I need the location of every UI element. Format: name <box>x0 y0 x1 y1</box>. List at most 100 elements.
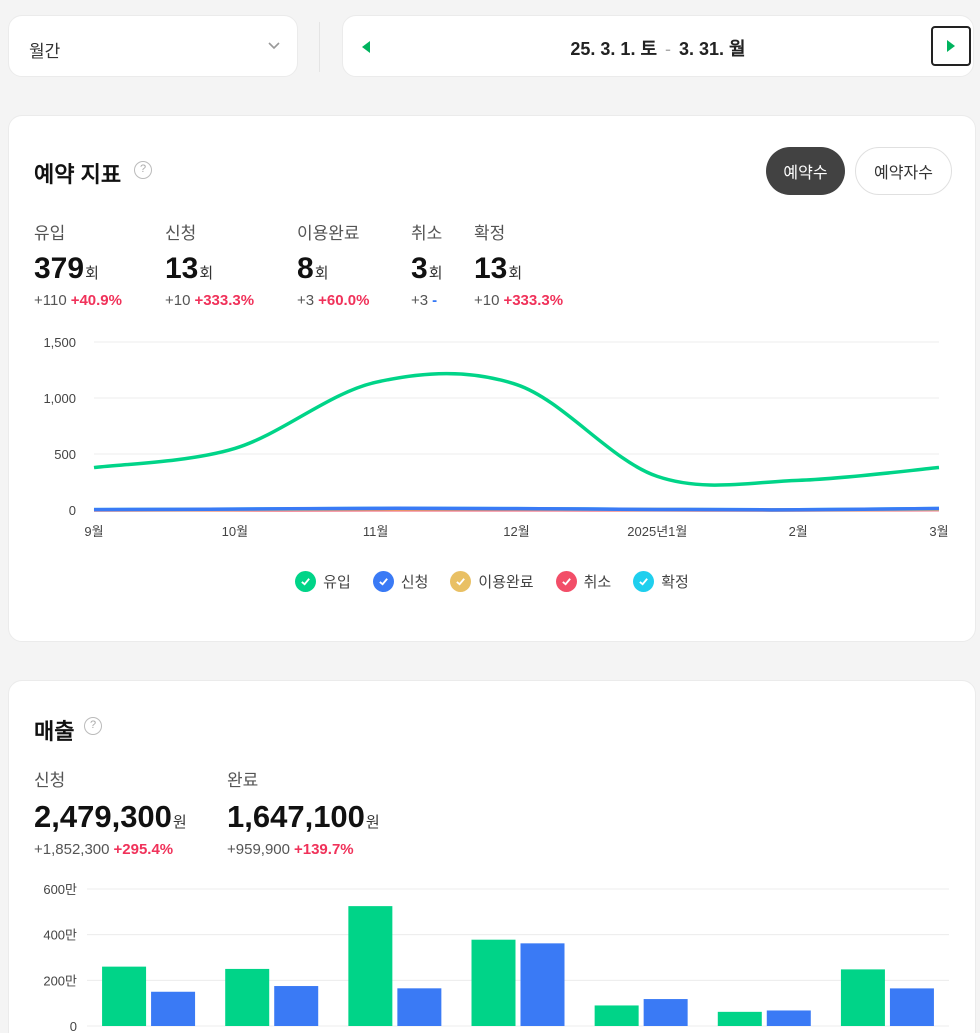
metric-change-pct: +40.9% <box>70 292 122 309</box>
sales-bar-chart: 0200만400만600만9월10월11월12월2025년1월2월3월 <box>43 882 949 1033</box>
legend-item[interactable]: 취소 <box>555 571 612 592</box>
x-tick-label: 3월 <box>929 524 948 539</box>
bar-completed <box>643 999 688 1026</box>
metric-value: 379 <box>34 252 85 285</box>
metric-value: 13 <box>474 252 508 285</box>
metric-unit: 회 <box>199 265 214 282</box>
legend-label: 확정 <box>661 574 689 591</box>
reservation-line-chart: 0 500 1,000 1,500 9월 10월 11월 12월 2025년1월 2월 3월 <box>43 335 948 539</box>
legend-item[interactable]: 신청 <box>372 571 429 592</box>
bar-completed <box>889 988 934 1026</box>
series-line-0 <box>93 371 940 487</box>
metric-change: +1,852,300 <box>34 841 110 858</box>
legend-item[interactable]: 이용완료 <box>450 571 534 592</box>
sales-card: 매출 ? 신청 2,479,300원 +1,852,300 +295.4% 완료 … <box>8 680 976 1033</box>
metric-unit: 원 <box>365 814 380 831</box>
chevron-down-icon <box>267 38 281 57</box>
y-tick-label: 200만 <box>43 973 77 988</box>
next-period-button[interactable] <box>931 26 971 66</box>
metric-change: +3 <box>297 292 315 309</box>
date-range-separator: - <box>665 39 671 59</box>
check-icon <box>555 571 577 592</box>
period-select-label: 월간 <box>29 42 61 61</box>
bar-apply <box>471 939 516 1026</box>
metric-value: 2,479,300 <box>34 799 172 834</box>
date-range-end: 3. 31. 월 <box>679 39 746 59</box>
metric-change: +959,900 <box>227 841 290 858</box>
metric-label: 확정 <box>474 224 506 243</box>
metric-change: +10 <box>165 292 191 309</box>
metric-change: +3 <box>411 292 429 309</box>
y-tick-label: 500 <box>54 447 76 462</box>
date-range-nav: 25. 3. 1. 토 -3. 31. 월 <box>342 15 974 77</box>
metric-label: 이용완료 <box>297 224 360 243</box>
reservation-title: 예약 지표 <box>34 162 122 187</box>
toggle-reservation-count[interactable]: 예약수 <box>766 147 845 195</box>
caret-left-icon <box>362 41 370 53</box>
bar-apply <box>102 966 147 1026</box>
series-line-1 <box>93 506 940 512</box>
metric-unit: 원 <box>172 814 187 831</box>
metric-unit: 회 <box>85 265 99 282</box>
bar-apply <box>840 969 885 1026</box>
bar-completed <box>151 991 196 1026</box>
check-icon <box>450 571 472 592</box>
x-tick-label: 10월 <box>222 524 248 539</box>
y-tick-label: 0 <box>69 503 76 518</box>
x-tick-label: 9월 <box>84 524 103 539</box>
bar-apply <box>225 968 270 1026</box>
metric-confirmed: 확정 13회 +10 +333.3% <box>474 219 563 309</box>
caret-right-icon <box>947 40 955 52</box>
metric-cancel: 취소 3회 +3- <box>411 219 443 309</box>
date-range-text: 25. 3. 1. 토 -3. 31. 월 <box>343 35 973 61</box>
metric-value: 8 <box>297 252 314 285</box>
metric-completed: 이용완료 8회 +3 +60.0% <box>297 219 369 309</box>
metric-value: 1,647,100 <box>227 799 365 834</box>
bar-apply <box>717 1011 762 1026</box>
chart-legend: 유입 신청 이용완료 취소 확정 <box>9 571 975 592</box>
help-icon[interactable]: ? <box>134 161 152 179</box>
toggle-reservation-people[interactable]: 예약자수 <box>855 147 952 195</box>
y-tick-label: 600만 <box>43 882 77 897</box>
y-tick-label: 0 <box>70 1019 77 1033</box>
legend-label: 취소 <box>583 574 612 591</box>
metric-change-pct: +139.7% <box>293 841 354 858</box>
metric-label: 완료 <box>227 771 259 790</box>
bar-completed <box>520 943 565 1026</box>
y-tick-label: 400만 <box>43 928 77 943</box>
bar-apply <box>348 906 393 1026</box>
metric-unit: 회 <box>508 265 523 282</box>
legend-label: 유입 <box>323 574 351 591</box>
metric-value: 3 <box>411 252 428 285</box>
date-range-start: 25. 3. 1. 토 <box>570 39 657 59</box>
metric-change-pct: +333.3% <box>503 292 564 309</box>
y-tick-label: 1,500 <box>43 335 76 350</box>
check-icon <box>633 571 655 592</box>
legend-item[interactable]: 확정 <box>633 571 689 592</box>
metric-change-pct: +333.3% <box>194 292 255 309</box>
metric-change-pct: - <box>432 292 438 309</box>
check-icon <box>295 571 317 592</box>
metric-change-pct: +60.0% <box>318 292 370 309</box>
metric-change: +10 <box>474 292 500 309</box>
legend-label: 신청 <box>400 574 429 591</box>
legend-item[interactable]: 유입 <box>295 571 351 592</box>
metric-change: +110 <box>34 292 67 309</box>
x-tick-label: 11월 <box>363 524 388 539</box>
metric-value: 13 <box>165 252 199 285</box>
help-icon[interactable]: ? <box>84 717 102 735</box>
metric-label: 신청 <box>165 224 197 243</box>
sales-title: 매출 <box>34 719 75 744</box>
metric-apply: 신청 13회 +10 +333.3% <box>165 219 254 309</box>
bar-apply <box>594 1005 639 1026</box>
x-tick-label: 2월 <box>789 524 808 539</box>
bar-completed <box>274 986 319 1026</box>
x-tick-label: 2025년1월 <box>627 524 687 539</box>
period-select[interactable]: 월간 <box>8 15 298 77</box>
x-tick-label: 12월 <box>503 524 529 539</box>
bar-completed <box>766 1010 811 1026</box>
metric-label: 취소 <box>411 224 443 243</box>
metric-change-pct: +295.4% <box>113 841 174 858</box>
prev-period-button[interactable] <box>359 38 373 61</box>
metric-label: 신청 <box>34 771 66 790</box>
